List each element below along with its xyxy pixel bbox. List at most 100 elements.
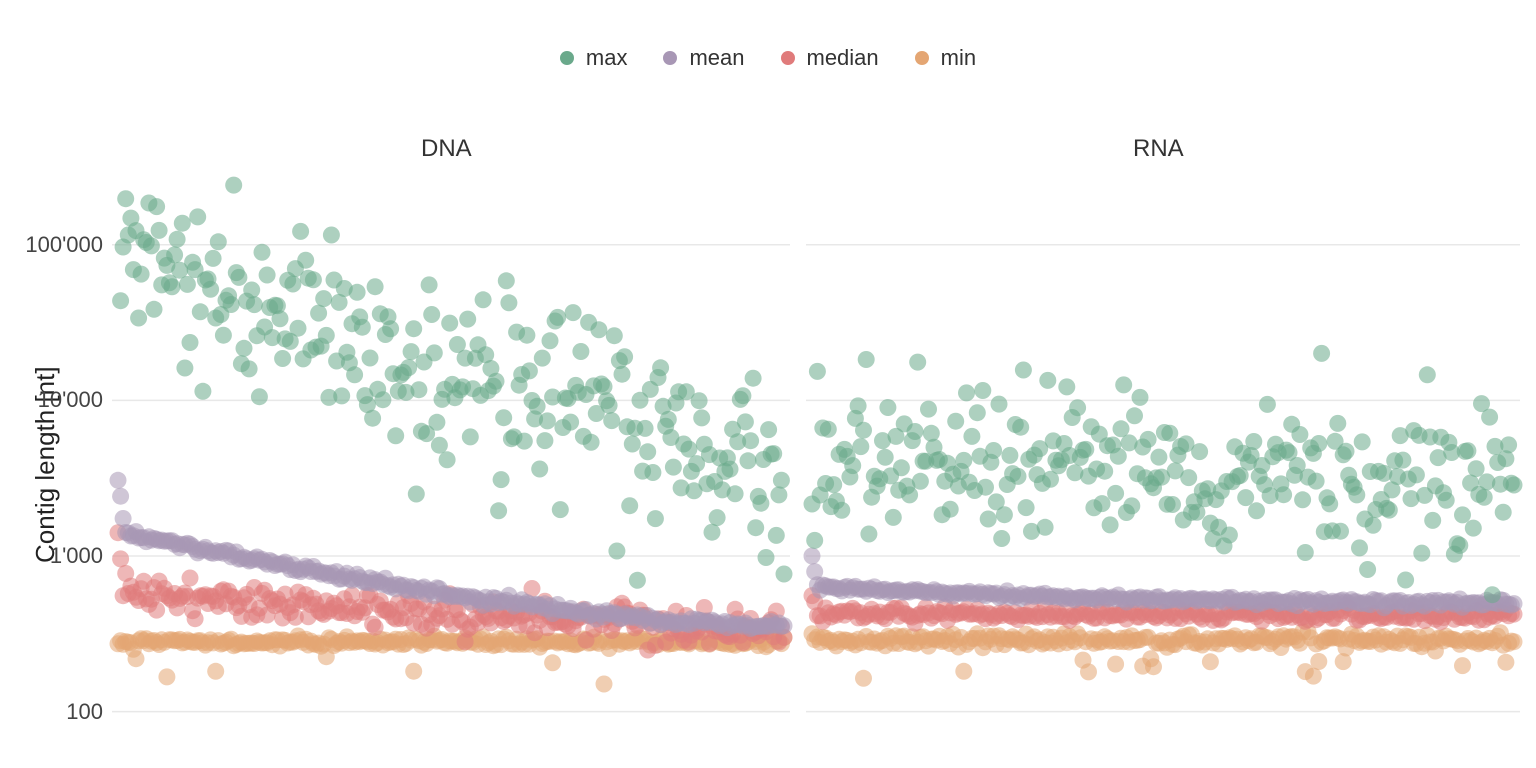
data-point (1506, 595, 1523, 612)
data-point (1397, 572, 1414, 589)
data-point (1413, 545, 1430, 562)
legend-item: max (560, 45, 628, 71)
data-point (1348, 486, 1365, 503)
data-point (1506, 633, 1523, 650)
data-point (223, 296, 240, 313)
data-point (1248, 502, 1265, 519)
data-point (274, 350, 291, 367)
data-point (1259, 396, 1276, 413)
data-point (205, 250, 222, 267)
y-tick-label: 1'000 (18, 543, 103, 569)
data-point (549, 309, 566, 326)
legend-label: min (941, 45, 976, 71)
data-point (704, 524, 721, 541)
data-point (292, 223, 309, 240)
data-point (354, 319, 371, 336)
data-point (639, 443, 656, 460)
data-point (400, 359, 417, 376)
data-point (1126, 407, 1143, 424)
data-point (305, 271, 322, 288)
data-point (1180, 469, 1197, 486)
data-point (974, 382, 991, 399)
data-point (151, 222, 168, 239)
data-point (182, 570, 199, 587)
data-point (462, 428, 479, 445)
data-point (187, 610, 204, 627)
data-point (858, 351, 875, 368)
data-point (747, 519, 764, 536)
data-point (1140, 431, 1157, 448)
data-point (1332, 523, 1349, 540)
data-point (608, 543, 625, 560)
data-point (768, 527, 785, 544)
data-point (117, 190, 134, 207)
data-point (1237, 489, 1254, 506)
data-point (1001, 447, 1018, 464)
data-point (1191, 443, 1208, 460)
data-point (251, 388, 268, 405)
data-point (500, 294, 517, 311)
legend-swatch-icon (915, 51, 929, 65)
data-point (1354, 433, 1371, 450)
data-point (885, 509, 902, 526)
data-point (1275, 486, 1292, 503)
data-point (536, 432, 553, 449)
data-point (855, 670, 872, 687)
data-point (241, 360, 258, 377)
data-point (776, 617, 793, 634)
data-point (1305, 668, 1322, 685)
data-point (1096, 463, 1113, 480)
data-point (192, 303, 209, 320)
data-point (164, 278, 181, 295)
data-point (1164, 496, 1181, 513)
data-point (907, 423, 924, 440)
data-point (1012, 419, 1029, 436)
data-point (1438, 492, 1455, 509)
data-point (428, 414, 445, 431)
data-point (421, 276, 438, 293)
data-point (737, 413, 754, 430)
data-point (408, 486, 425, 503)
data-point (825, 476, 842, 493)
data-point (112, 550, 129, 567)
data-point (374, 391, 391, 408)
data-point (1481, 409, 1498, 426)
data-point (290, 320, 307, 337)
data-point (722, 461, 739, 478)
data-point (1010, 468, 1027, 485)
data-point (1080, 663, 1097, 680)
data-point (1132, 389, 1149, 406)
facet-title-dna: DNA (421, 135, 472, 163)
legend-label: mean (689, 45, 744, 71)
data-point (243, 282, 260, 299)
data-point (1495, 504, 1512, 521)
data-point (1107, 485, 1124, 502)
data-point (112, 488, 129, 505)
data-point (1245, 433, 1262, 450)
data-point (1468, 460, 1485, 477)
data-point (534, 350, 551, 367)
data-point (1015, 362, 1032, 379)
data-point (955, 452, 972, 469)
series-rna-mean (804, 548, 1523, 617)
data-point (734, 387, 751, 404)
data-point (1221, 527, 1238, 544)
data-point (852, 438, 869, 455)
legend-swatch-icon (781, 51, 795, 65)
legend-label: median (807, 45, 879, 71)
data-point (146, 301, 163, 318)
chart-container: maxmeanmedianmin DNA RNA Contig length [… (0, 0, 1536, 768)
data-point (947, 413, 964, 430)
data-point (112, 292, 129, 309)
facet-title-rna: RNA (1133, 135, 1184, 163)
data-point (652, 359, 669, 376)
data-point (644, 464, 661, 481)
data-point (148, 602, 165, 619)
data-point (1310, 435, 1327, 452)
scatter-plot (0, 0, 1536, 768)
data-point (996, 506, 1013, 523)
data-point (405, 663, 422, 680)
data-point (230, 269, 247, 286)
data-point (1506, 477, 1523, 494)
data-point (1310, 653, 1327, 670)
